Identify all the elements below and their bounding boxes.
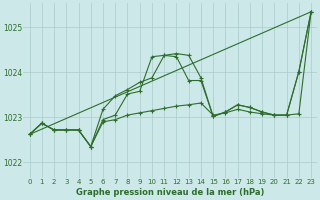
X-axis label: Graphe pression niveau de la mer (hPa): Graphe pression niveau de la mer (hPa) xyxy=(76,188,265,197)
